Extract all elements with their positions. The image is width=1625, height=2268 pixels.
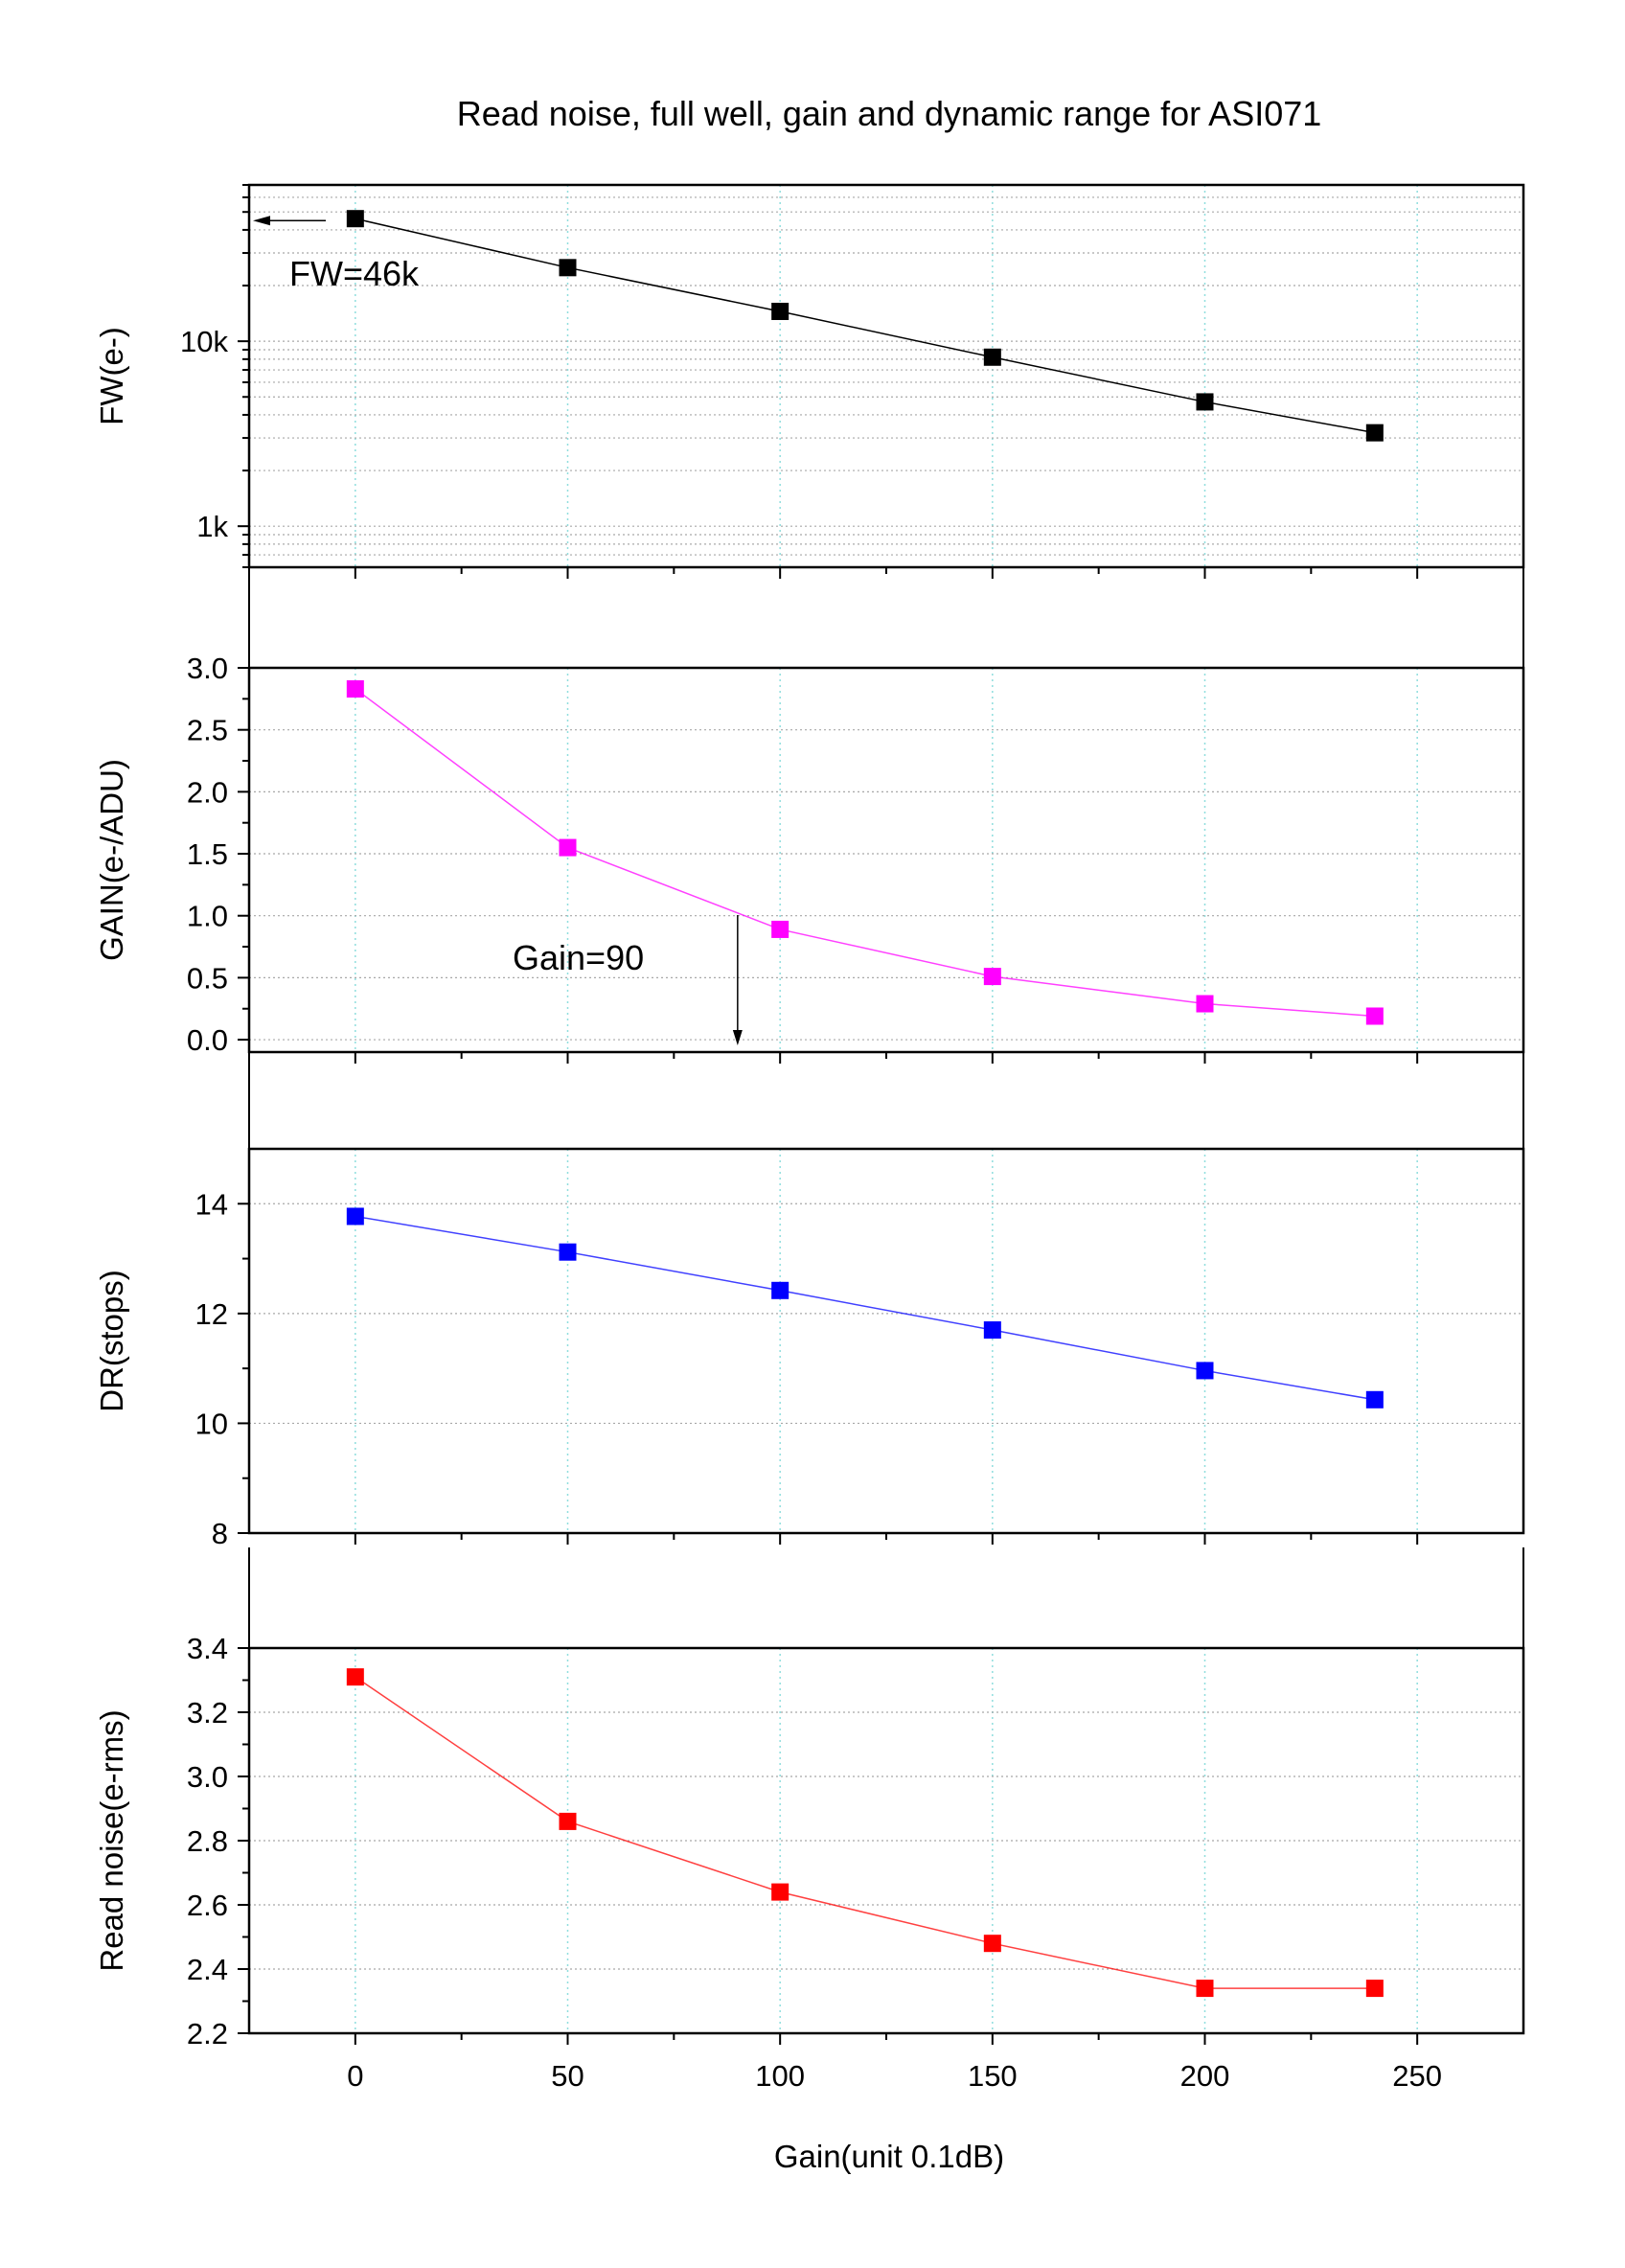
data-point <box>1196 1980 1214 1998</box>
x-tick-labels: 0 50 100 150 200 250 <box>347 2059 1442 2093</box>
y-tick-label: 0.0 <box>187 1023 228 1057</box>
y-tick-label: 2.6 <box>187 1889 228 1922</box>
x-tick-label: 200 <box>1180 2059 1230 2093</box>
y-tick-label: 1k <box>196 510 228 543</box>
panel-dr: 8 10 12 14 DR(stops) <box>94 1048 1525 1550</box>
data-point <box>1365 1007 1384 1025</box>
x-tick-label: 150 <box>968 2059 1018 2093</box>
data-point <box>559 838 577 857</box>
panel-frame <box>247 183 1525 569</box>
y-tick-label: 1.0 <box>187 900 228 933</box>
y-tick-label: 10k <box>180 325 228 358</box>
panel-gain: 0.0 0.5 1.0 1.5 2.0 2.5 3.0 GAIN(e-/ADU) Gain=90 <box>94 567 1525 1064</box>
chart-title: Read noise, full well, gain and dynamic … <box>457 94 1322 133</box>
data-point <box>1196 393 1214 411</box>
y-tick-label: 14 <box>195 1187 228 1221</box>
chart-panels: 1k 10k FW(e-) FW=46k 0.0 0.5 1.0 1.5 2.0 2.5 3.0 GA… <box>94 183 1525 2093</box>
y-tick-label: 3.0 <box>187 652 228 685</box>
data-point <box>346 679 364 698</box>
y-tick-label: 10 <box>195 1407 228 1440</box>
data-point <box>559 259 577 277</box>
data-point <box>771 1883 790 1901</box>
y-tick-label: 12 <box>195 1297 228 1331</box>
x-tick-label: 50 <box>551 2059 584 2093</box>
data-point <box>1365 424 1384 442</box>
y-tick-label: 3.0 <box>187 1760 228 1794</box>
annotation-arrowhead <box>253 216 270 226</box>
y-axis-label: FW(e-) <box>94 327 129 425</box>
data-point <box>771 302 790 320</box>
data-point <box>771 1281 790 1299</box>
y-tick-label: 3.4 <box>187 1632 228 1665</box>
x-axis-label: Gain(unit 0.1dB) <box>774 2139 1004 2174</box>
x-tick-label: 100 <box>755 2059 805 2093</box>
panel-fw: 1k 10k FW(e-) FW=46k <box>94 183 1525 579</box>
series-line <box>355 1215 1375 1401</box>
y-tick-label: 2.2 <box>187 2017 228 2050</box>
data-point <box>1196 995 1214 1013</box>
data-point <box>771 920 790 938</box>
data-point <box>1365 1390 1384 1409</box>
y-tick-label: 2.8 <box>187 1824 228 1858</box>
data-point <box>1365 1980 1384 1998</box>
data-point <box>983 1935 1001 1953</box>
data-point <box>983 1321 1001 1340</box>
series-line <box>355 688 1375 1018</box>
annotation-label: Gain=90 <box>513 938 644 977</box>
y-axis-label: DR(stops) <box>94 1270 129 1412</box>
annotation-label: FW=46k <box>289 254 420 293</box>
y-tick-label: 2.4 <box>187 1953 228 1986</box>
y-tick-label: 1.5 <box>187 837 228 871</box>
panel-frame <box>247 1147 1525 1535</box>
data-point <box>1196 1362 1214 1380</box>
series-line <box>355 218 1375 434</box>
y-tick-label: 8 <box>212 1517 228 1550</box>
x-tick-label: 0 <box>347 2059 363 2093</box>
y-tick-label: 0.5 <box>187 961 228 995</box>
data-point <box>559 1243 577 1261</box>
data-point <box>559 1812 577 1830</box>
y-axis-label: GAIN(e-/ADU) <box>94 759 129 961</box>
y-tick-label: 3.2 <box>187 1696 228 1730</box>
x-tick-label: 250 <box>1392 2059 1442 2093</box>
data-point <box>983 348 1001 366</box>
annotation-arrowhead <box>732 1030 743 1045</box>
data-point <box>346 1207 364 1226</box>
y-axis-label: Read noise(e-rms) <box>94 1709 129 1971</box>
y-tick-label: 2.0 <box>187 775 228 809</box>
data-point <box>346 1668 364 1686</box>
panel-rn: 2.2 2.4 2.6 2.8 3.0 3.2 3.4 Read noise(e-rms) <box>94 1547 1525 2050</box>
data-point <box>983 968 1001 986</box>
data-point <box>346 210 364 228</box>
panel-frame <box>247 666 1525 1054</box>
y-tick-label: 2.5 <box>187 714 228 747</box>
series-line <box>355 1676 1375 1989</box>
